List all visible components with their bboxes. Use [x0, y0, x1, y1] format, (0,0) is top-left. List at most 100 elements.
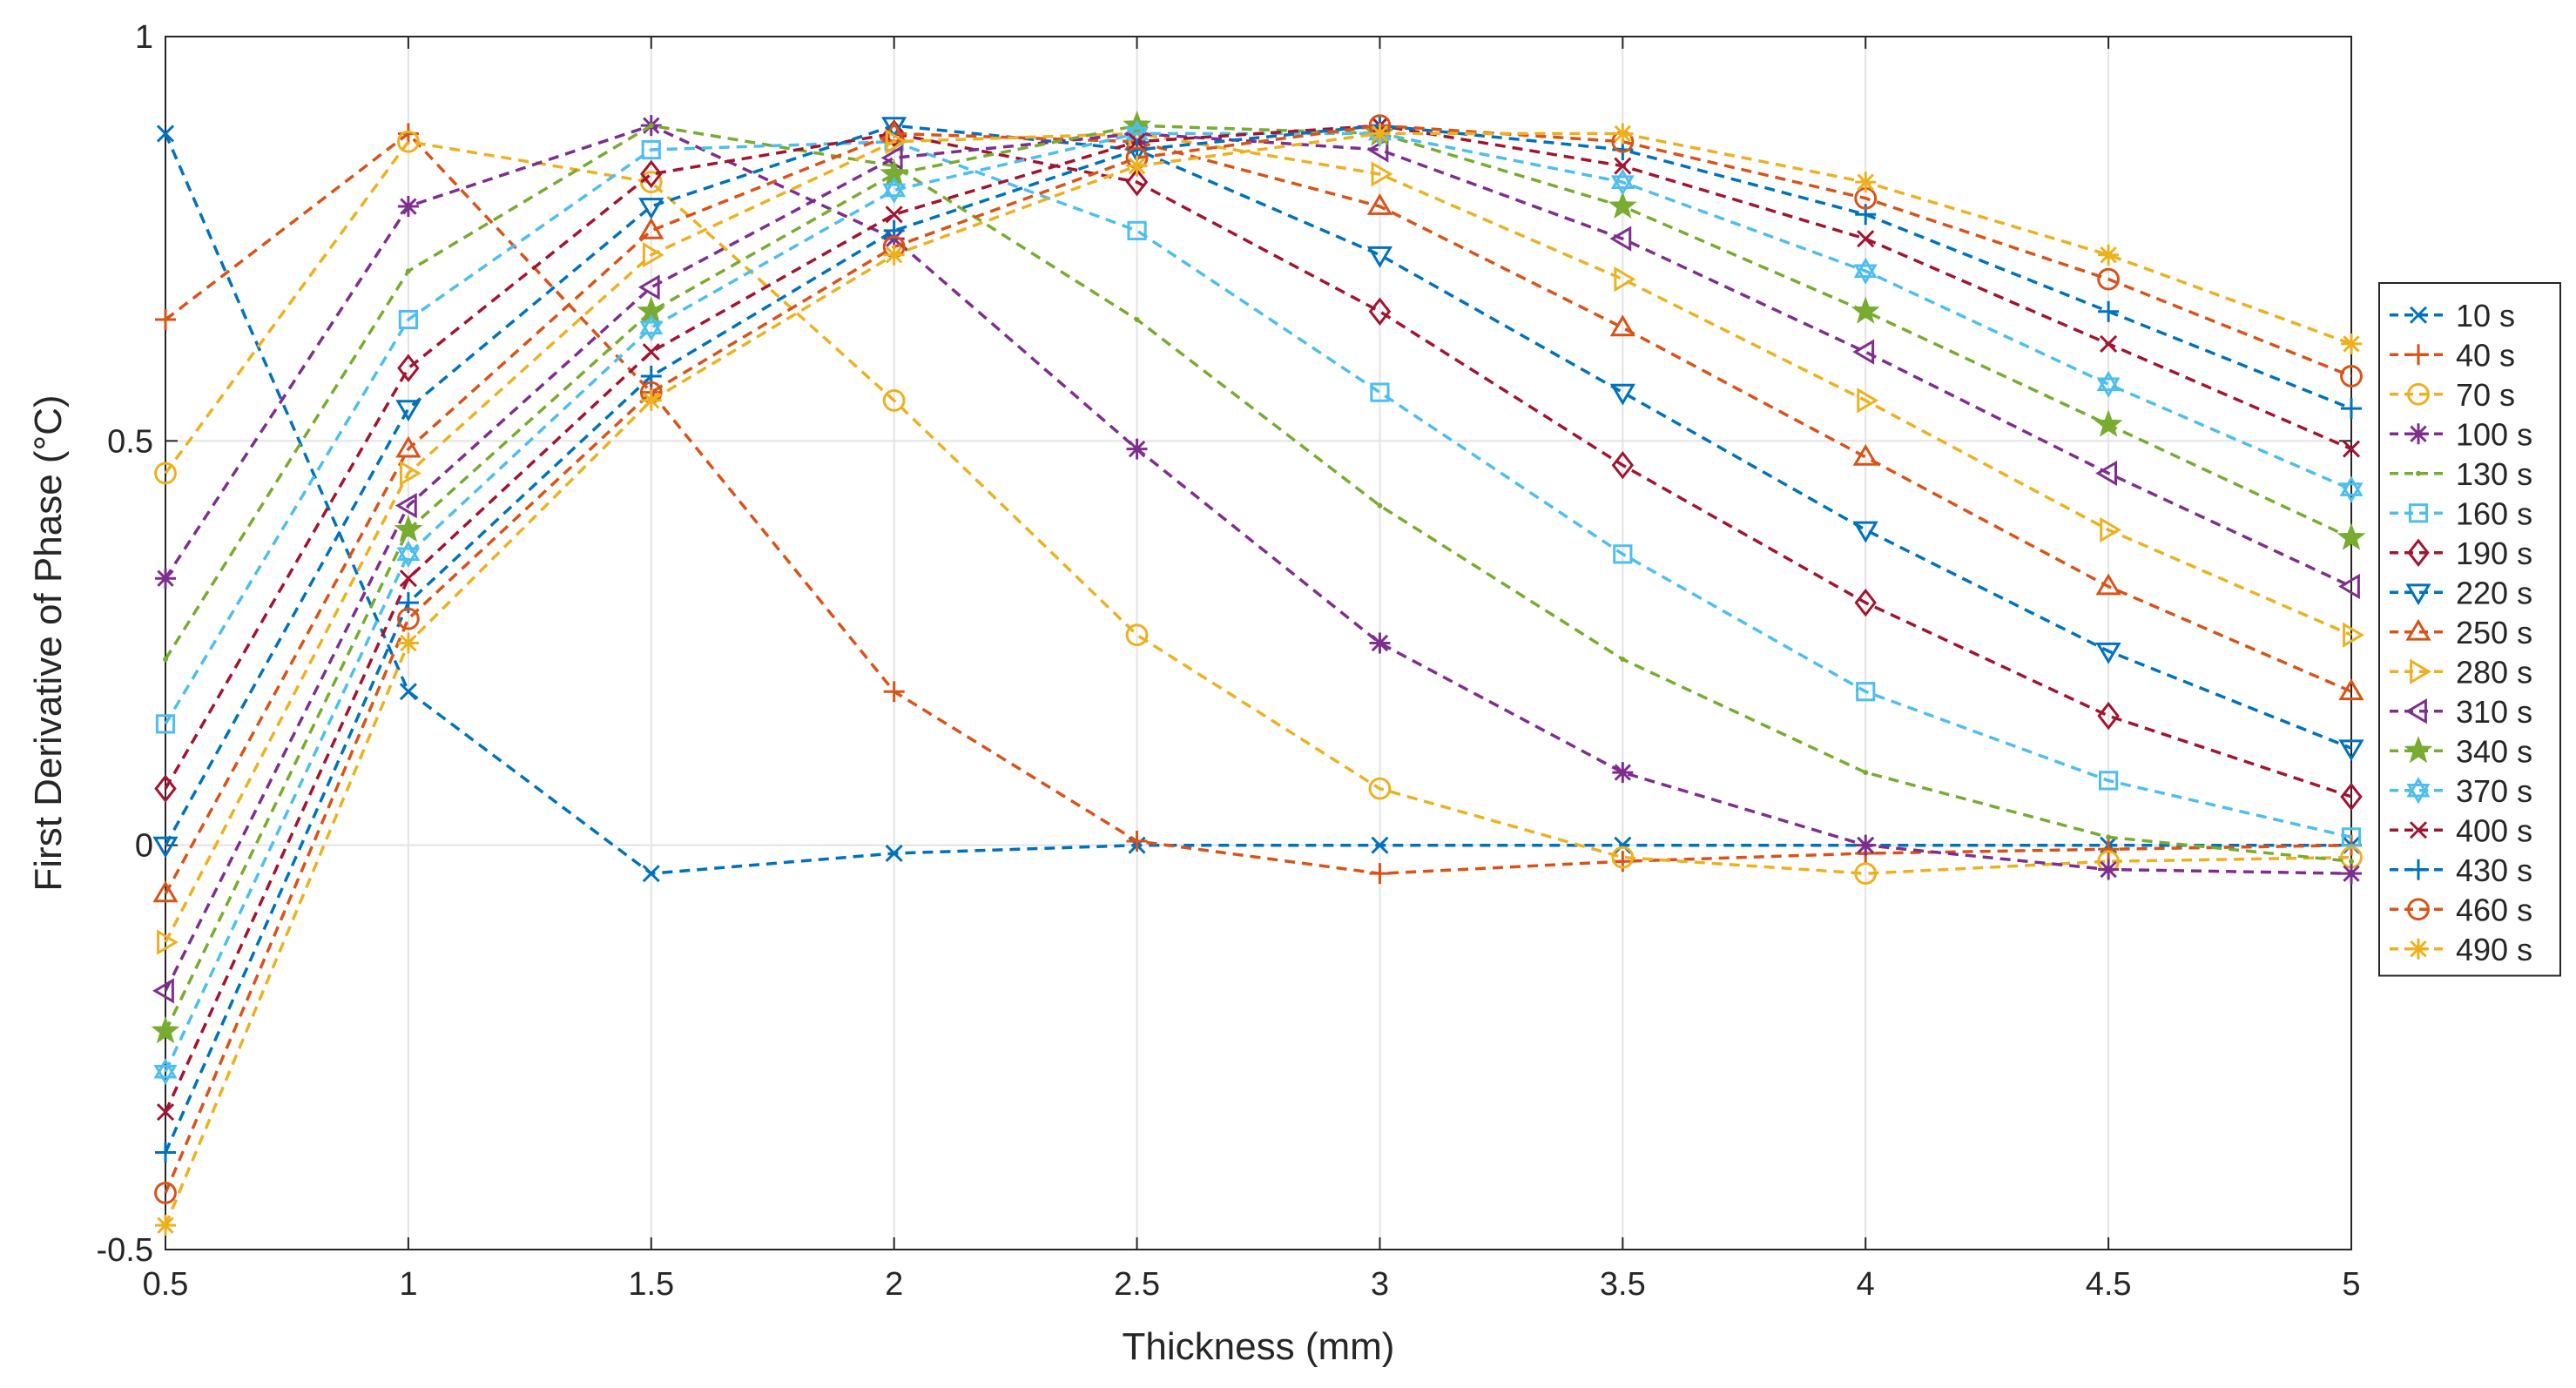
legend-marker	[2409, 306, 2428, 324]
data-point	[1610, 168, 1635, 196]
data-point	[1126, 438, 1148, 460]
legend-marker	[2404, 736, 2433, 764]
data-point	[1855, 172, 1877, 193]
series-line	[164, 131, 2352, 943]
data-point	[2338, 739, 2364, 762]
legend-item: 280 s	[2390, 654, 2532, 690]
legend-item: 220 s	[2390, 575, 2532, 610]
data-point	[2341, 827, 2362, 847]
legend-marker	[2408, 938, 2429, 960]
legend-marker	[2408, 344, 2429, 366]
data-point	[881, 117, 907, 139]
data-point	[2095, 573, 2121, 596]
data-point	[2098, 859, 2120, 880]
data-point	[1366, 137, 1389, 163]
y-tick-label: 0	[135, 828, 153, 865]
data-point	[154, 774, 177, 803]
data-point	[156, 1103, 175, 1122]
data-point	[397, 196, 419, 218]
legend-marker	[2410, 658, 2431, 684]
series-layer	[151, 110, 2366, 1236]
series-400s	[156, 117, 2361, 1122]
data-point	[153, 1058, 178, 1086]
legend-label: 430 s	[2456, 852, 2532, 888]
series-130s	[163, 123, 2354, 865]
data-point	[642, 343, 660, 361]
legend-label: 220 s	[2456, 575, 2532, 610]
data-point	[398, 309, 418, 330]
data-point	[163, 657, 168, 663]
legend-marker	[2408, 503, 2429, 523]
data-point	[1855, 834, 1877, 856]
data-point	[2337, 522, 2366, 550]
data-point	[1370, 382, 1390, 402]
data-point	[1612, 123, 1634, 145]
data-point	[1368, 777, 1392, 800]
data-point	[1134, 317, 1140, 323]
x-tick-label: 3.5	[1600, 1266, 1646, 1303]
data-point	[2341, 398, 2362, 420]
series-line	[164, 124, 2352, 1154]
legend-item: 400 s	[2390, 812, 2532, 848]
legend-label: 370 s	[2456, 773, 2532, 809]
data-point	[1612, 762, 1634, 784]
legend-label: 310 s	[2456, 694, 2532, 730]
data-point	[2106, 834, 2112, 840]
legend-marker	[2408, 423, 2429, 445]
data-point	[648, 123, 654, 129]
data-point	[395, 400, 421, 422]
x-tick-label: 4.5	[2086, 1266, 2132, 1303]
data-point	[2094, 409, 2123, 437]
data-point	[155, 568, 176, 590]
data-point	[399, 683, 417, 701]
series-160s	[155, 131, 2362, 847]
data-point	[397, 632, 419, 654]
data-point	[2338, 573, 2360, 600]
series-220s	[152, 117, 2364, 859]
data-point	[155, 1142, 176, 1163]
data-point	[399, 460, 421, 487]
data-point	[1608, 191, 1637, 219]
data-point	[1852, 339, 1875, 365]
data-point	[885, 206, 903, 224]
data-point	[154, 462, 177, 485]
legend-item: 370 s	[2390, 773, 2532, 809]
legend-item: 10 s	[2390, 298, 2515, 334]
legend-item: 490 s	[2390, 932, 2532, 967]
series-line	[164, 132, 2351, 875]
data-point	[155, 1215, 176, 1236]
legend-item: 70 s	[2390, 377, 2515, 413]
data-point	[2098, 300, 2120, 322]
data-point	[2340, 782, 2363, 812]
legend-marker	[2407, 538, 2430, 567]
y-axis-title: First Derivative of Phase (°C)	[27, 394, 70, 891]
legend-item: 340 s	[2390, 733, 2532, 769]
series-460s	[154, 114, 2363, 1204]
data-point	[405, 268, 411, 274]
data-point	[154, 1182, 177, 1204]
series-line	[164, 139, 2352, 839]
data-point	[2098, 244, 2120, 266]
legend-label: 10 s	[2456, 298, 2515, 334]
data-point	[1127, 220, 1147, 240]
series-line	[164, 124, 2352, 1113]
series-280s	[157, 120, 2364, 955]
data-point	[394, 515, 423, 542]
series-line	[164, 124, 2352, 1033]
data-point	[639, 171, 663, 194]
data-point	[2338, 678, 2364, 701]
data-point	[1366, 246, 1393, 268]
x-tick-label: 1.5	[628, 1266, 674, 1303]
data-point	[1857, 387, 1879, 414]
data-point	[2098, 839, 2120, 860]
data-point	[1851, 296, 1880, 324]
legend-label: 70 s	[2456, 377, 2515, 413]
legend-label: 490 s	[2456, 932, 2532, 967]
data-point	[1369, 632, 1391, 654]
legend-label: 130 s	[2456, 456, 2532, 492]
legend-marker	[2407, 382, 2430, 406]
data-point	[156, 125, 175, 143]
data-point	[885, 844, 903, 863]
data-point	[152, 880, 179, 903]
